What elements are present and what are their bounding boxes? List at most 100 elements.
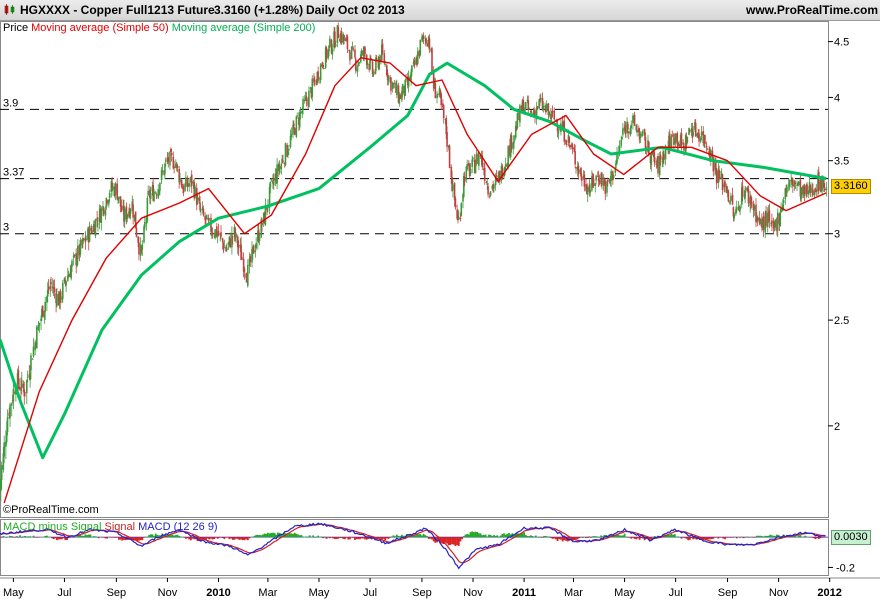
macd-signal-label[interactable]: Signal <box>104 521 136 533</box>
candle-body <box>196 197 199 204</box>
macd-hist-label[interactable]: MACD minus Signal <box>3 521 102 533</box>
candle-body <box>626 121 628 134</box>
candle-body <box>445 118 448 135</box>
candle-body <box>444 119 447 120</box>
macd-hist-bar <box>735 537 738 539</box>
candle-body <box>618 145 621 153</box>
candle-body <box>694 122 696 130</box>
macd-hist-bar <box>744 537 747 538</box>
candle-body <box>714 161 716 170</box>
candle-body <box>364 47 366 55</box>
candle-body <box>5 441 7 447</box>
macd-hist-bar <box>616 534 619 538</box>
macd-hist-bar <box>109 537 112 538</box>
y-tick-label: 2 <box>834 421 840 433</box>
macd-hist-bar <box>225 537 227 538</box>
macd-hist-bar <box>210 537 212 539</box>
macd-hist-bar <box>323 536 326 538</box>
candle-body <box>456 209 458 219</box>
candle-body <box>104 210 107 216</box>
candle-body <box>342 34 345 44</box>
candle-body <box>758 217 761 223</box>
macd-hist-bar <box>365 537 368 540</box>
candle-body <box>211 232 214 235</box>
candle-body <box>172 156 175 169</box>
candle-body <box>468 165 471 176</box>
candle-body <box>268 187 271 208</box>
macd-hist-bar <box>233 537 236 540</box>
candle-body <box>205 215 208 220</box>
candle-body <box>237 245 240 249</box>
candle-body <box>397 85 400 103</box>
candle-body <box>92 224 95 232</box>
macd-hist-bar <box>201 537 204 539</box>
candle-body <box>419 39 422 55</box>
candle-body <box>266 207 268 211</box>
macd-hist-bar <box>385 537 388 539</box>
candle-body <box>387 75 390 82</box>
ma50-label[interactable]: Moving average (Simple 50) <box>31 22 169 34</box>
candle-body <box>167 157 170 163</box>
x-tick-label: Mar <box>564 587 583 599</box>
macd-hist-bar <box>493 535 495 538</box>
macd-hist-bar <box>501 533 504 538</box>
macd-hist-bar <box>136 537 139 542</box>
macd-hist-bar <box>333 537 336 540</box>
ma200-label[interactable]: Moving average (Simple 200) <box>171 22 316 34</box>
candle-body <box>820 177 823 192</box>
candle-body <box>780 208 782 213</box>
macd-hist-bar <box>521 533 524 538</box>
x-tick-label: Jul <box>57 587 71 599</box>
macd-hist-bar <box>503 533 505 538</box>
candle-body <box>741 185 744 197</box>
candle-body <box>733 213 736 219</box>
macd-hist-bar <box>288 533 291 538</box>
candle-body <box>536 106 539 109</box>
macd-line-label[interactable]: MACD (12 26 9) <box>138 521 218 533</box>
macd-hist-bar <box>464 534 467 538</box>
macd-hist-bar <box>228 537 231 540</box>
candle-body <box>123 208 126 222</box>
macd-hist-bar <box>714 537 716 538</box>
candle-body <box>430 49 432 52</box>
candle-body <box>594 183 597 186</box>
candle-body <box>407 75 410 87</box>
candle-body <box>550 113 552 120</box>
price-chart[interactable]: 4.5 4 3.5 3 2.5 2 -0.2 May Jul Sep Nov 2010 Mar May Ju… <box>0 21 880 600</box>
macd-hist-bar <box>339 537 341 538</box>
candle-body <box>272 178 275 186</box>
macd-hist-bar <box>483 534 485 538</box>
candle-body <box>498 173 500 180</box>
candle-body <box>802 186 804 195</box>
macd-hist-bar <box>727 537 730 538</box>
macd-hist-bar <box>119 537 122 540</box>
candle-body <box>221 238 224 243</box>
candle-body <box>272 180 274 184</box>
candles <box>0 22 828 502</box>
macd-hist-bar <box>12 537 15 538</box>
macd-hist-bar <box>812 537 815 539</box>
macd-hist-bar <box>506 533 509 538</box>
candle-body <box>140 247 143 252</box>
macd-hist-bar <box>601 536 604 538</box>
macd-hist-bar <box>777 534 780 538</box>
candle-body <box>696 133 699 138</box>
macd-hist-bar <box>802 536 805 538</box>
candle-body <box>328 45 330 52</box>
macd-hist-bar <box>672 534 675 538</box>
candle-body <box>134 211 137 229</box>
candle-body <box>501 165 504 178</box>
candle-body <box>668 135 670 152</box>
macd-hist-bar <box>243 537 246 541</box>
macd-hist-bar <box>462 536 465 538</box>
candle-body <box>362 50 365 56</box>
candle-body <box>612 175 615 179</box>
candle-body <box>199 202 201 210</box>
site-url[interactable]: www.ProRealTime.com <box>746 3 879 17</box>
macd-hist-bar <box>143 537 145 538</box>
macd-hist-bar <box>575 537 577 540</box>
macd-hist-bar <box>298 535 301 538</box>
candle-body <box>739 206 741 211</box>
candle-body <box>802 187 805 196</box>
candle-body <box>662 151 664 163</box>
